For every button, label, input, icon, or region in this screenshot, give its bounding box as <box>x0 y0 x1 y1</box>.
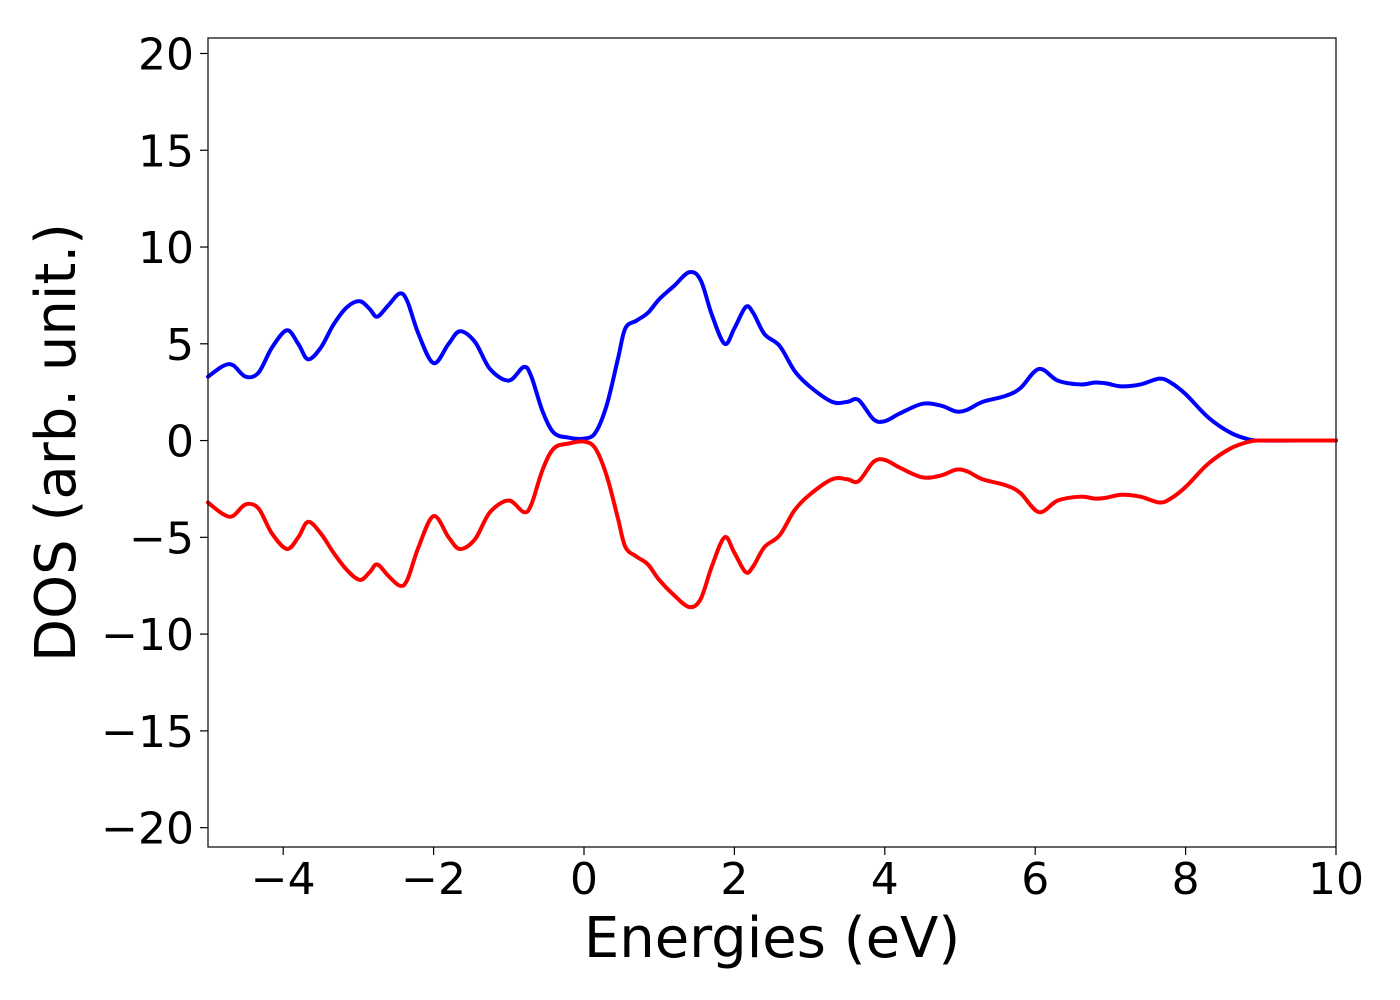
plot-frame <box>207 37 1337 848</box>
y-tick-label: −10 <box>101 610 194 661</box>
dos-series-line-red <box>206 438 1338 610</box>
y-tick-label: −15 <box>101 707 194 758</box>
x-tick-label: 6 <box>1021 854 1049 905</box>
x-tick-label: 2 <box>720 854 748 905</box>
series-layer <box>206 269 1338 610</box>
y-tick-label: 20 <box>138 29 194 80</box>
dos-series-line-blue <box>206 269 1338 443</box>
y-tick-label: 10 <box>138 223 194 274</box>
y-tick-label: 15 <box>138 126 194 177</box>
y-tick-label: −20 <box>101 804 194 855</box>
x-tick-label: −2 <box>401 854 466 905</box>
x-axis-ticks: −4 −2 0 2 4 6 8 10 <box>251 847 1364 905</box>
x-tick-label: 4 <box>871 854 899 905</box>
y-axis-ticks: −20 −15 −10 −5 0 5 10 15 20 <box>101 29 208 855</box>
x-axis-label: Energies (eV) <box>584 906 960 971</box>
x-tick-label: 8 <box>1172 854 1200 905</box>
y-tick-label: 5 <box>166 320 194 371</box>
x-tick-label: −4 <box>251 854 316 905</box>
y-tick-label: 0 <box>166 417 194 468</box>
x-tick-label: 10 <box>1308 854 1364 905</box>
x-tick-label: 0 <box>570 854 598 905</box>
y-tick-label: −5 <box>129 513 194 564</box>
y-axis-label: DOS (arb. unit.) <box>24 223 89 662</box>
